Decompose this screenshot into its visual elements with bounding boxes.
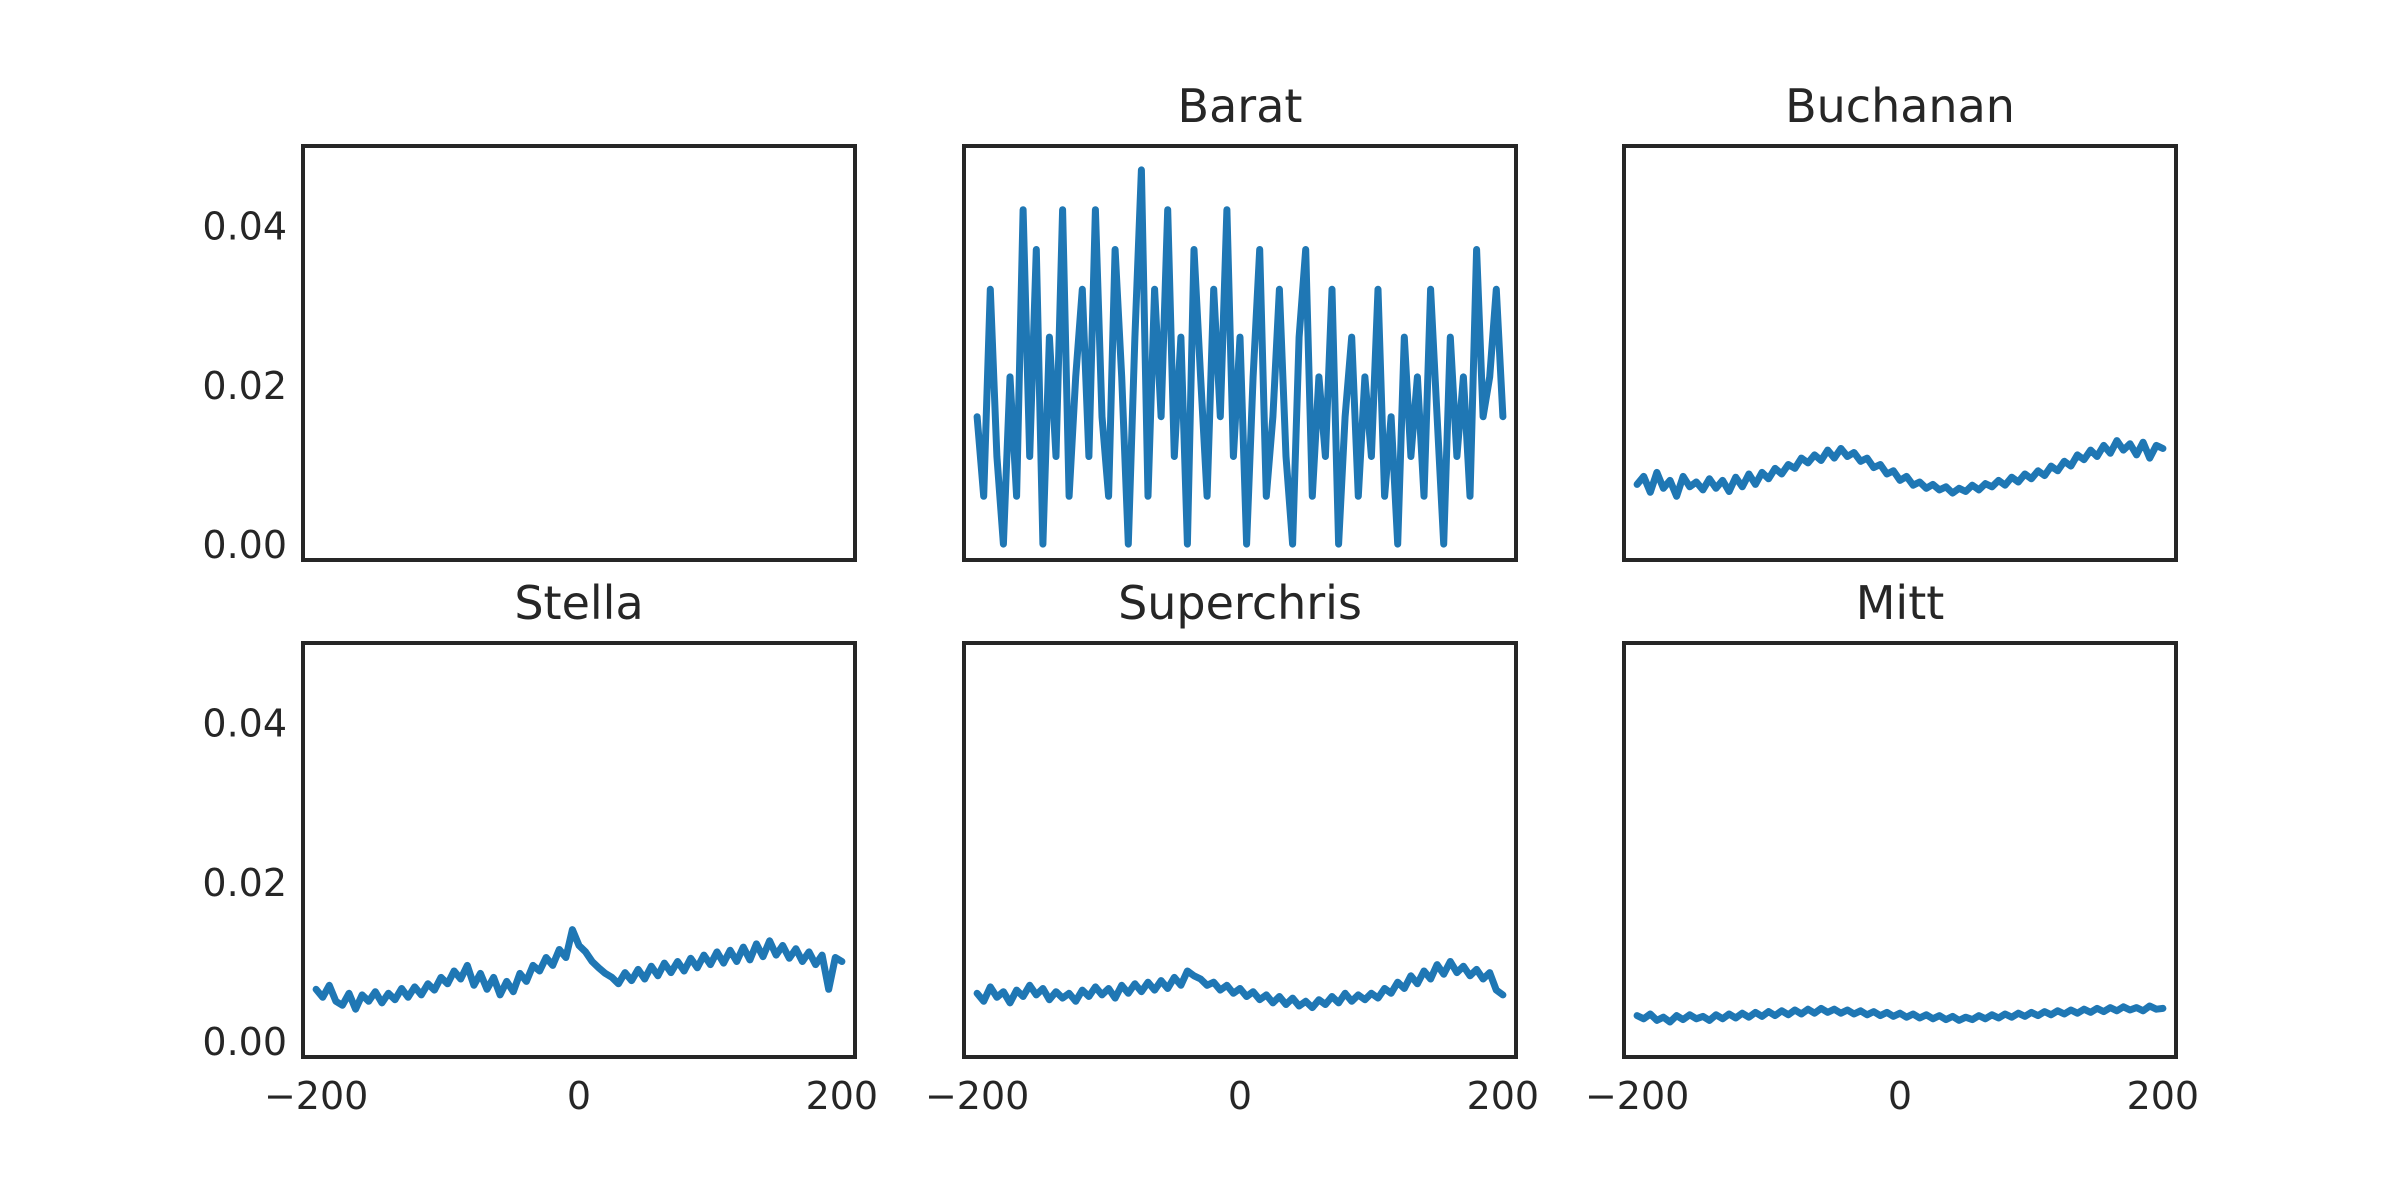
panel-title: Barat (1178, 79, 1303, 133)
panel-title: Stella (514, 576, 643, 630)
panel-frame (1622, 641, 2178, 1059)
x-tick-label: −200 (1585, 1074, 1689, 1118)
x-tick-label: 0 (1228, 1074, 1252, 1118)
panel-title: Mitt (1856, 576, 1945, 630)
panel-2: Barat (962, 79, 1518, 562)
panel-frame (1622, 144, 2178, 562)
panel-5: Superchris −200 0 200 (925, 576, 1539, 1118)
series-line (312, 926, 846, 1013)
y-tick-label: 0.02 (202, 364, 287, 408)
y-tick-label: 0.04 (202, 702, 287, 746)
x-tick-label: −200 (925, 1074, 1029, 1118)
series-line (973, 166, 1507, 548)
y-tick-label: 0.00 (202, 1020, 287, 1064)
x-tick-label: 200 (1467, 1074, 1540, 1118)
series-line (1633, 437, 2167, 500)
panel-3: Buchanan (1622, 79, 2178, 562)
x-tick-label: 200 (2127, 1074, 2200, 1118)
panel-frame (962, 641, 1518, 1059)
panel-4: Stella 0.00 0.02 0.04 −200 0 200 (202, 576, 878, 1118)
panel-frame (962, 144, 1518, 562)
x-tick-label: −200 (264, 1074, 368, 1118)
panel-frame (301, 144, 857, 562)
x-tick-label: 0 (567, 1074, 591, 1118)
panel-6: Mitt −200 0 200 (1585, 576, 2199, 1118)
panel-frame (301, 641, 857, 1059)
x-tick-label: 200 (806, 1074, 879, 1118)
panel-1: 0.00 0.02 0.04 (202, 144, 857, 567)
y-tick-label: 0.00 (202, 523, 287, 567)
panel-title: Buchanan (1785, 79, 2015, 133)
x-tick-label: 0 (1888, 1074, 1912, 1118)
series-line (973, 958, 1507, 1012)
y-tick-label: 0.04 (202, 205, 287, 249)
y-tick-label: 0.02 (202, 861, 287, 905)
series-line (1633, 1002, 2167, 1026)
panel-title: Superchris (1118, 576, 1362, 630)
